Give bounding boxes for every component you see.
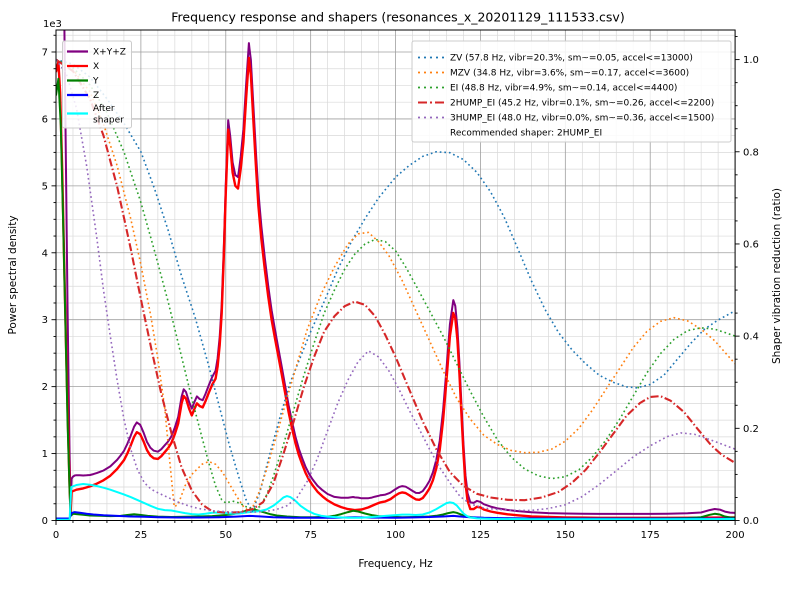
legend-item-label: 2HUMP_EI (45.2 Hz, vibr=0.1%, sm~=0.26, … xyxy=(450,99,714,109)
axis-ticks xyxy=(51,34,740,525)
y-axis-label-right: Shaper vibration reduction (ratio) xyxy=(771,188,783,364)
legend-item-label: Z xyxy=(93,91,99,101)
x-tick-label: 150 xyxy=(556,530,575,541)
x-tick-label: 0 xyxy=(53,530,59,541)
y-right-tick-label: 0.4 xyxy=(743,332,759,343)
legend-item-label: 3HUMP_EI (48.0 Hz, vibr=0.0%, sm~=0.36, … xyxy=(450,114,714,124)
legend-item-label: MZV (34.8 Hz, vibr=3.6%, sm~=0.17, accel… xyxy=(450,69,689,79)
y-left-tick-label: 5 xyxy=(42,181,48,192)
legend-shapers-box xyxy=(411,40,732,143)
recommended-shaper-note: Recommended shaper: 2HUMP_EI xyxy=(450,129,602,139)
x-tick-label: 100 xyxy=(386,530,405,541)
y-right-tick-label: 0.6 xyxy=(743,239,759,250)
y-left-tick-label: 4 xyxy=(42,248,48,259)
y-left-tick-label: 6 xyxy=(42,114,48,125)
legend-item-label: X+Y+Z xyxy=(93,48,126,58)
curve-x xyxy=(56,56,736,519)
legend-item-label: EI (48.8 Hz, vibr=4.9%, sm~=0.14, accel<… xyxy=(450,84,677,94)
x-tick-label: 175 xyxy=(641,530,660,541)
curve-after-shaper xyxy=(56,483,736,521)
curve-2hump-ei xyxy=(56,58,736,514)
x-tick-label: 50 xyxy=(219,530,232,541)
data-curves xyxy=(56,30,736,521)
y-left-tick-label: 3 xyxy=(42,315,48,326)
x-tick-label: 25 xyxy=(135,530,148,541)
y-axis-offset-label: 1e3 xyxy=(43,19,62,30)
legend-psd-box xyxy=(62,40,132,129)
x-axis-label: Frequency, Hz xyxy=(358,558,433,570)
legend-item-label: shaper xyxy=(93,116,124,126)
legend-item-label: ZV (57.8 Hz, vibr=20.3%, sm~=0.05, accel… xyxy=(450,54,693,64)
y-left-tick-label: 0 xyxy=(42,516,48,527)
legend-item-label: X xyxy=(93,62,99,72)
curve-mzv xyxy=(56,58,736,512)
y-right-tick-label: 0.2 xyxy=(743,424,759,435)
legend-item-label: Y xyxy=(92,77,99,87)
y-left-tick-label: 1 xyxy=(42,449,48,460)
legend-item-label: After xyxy=(93,104,115,114)
y-axis-label-left: Power spectral density xyxy=(7,215,19,334)
legend-psd: X+Y+Z XYZ After shaper xyxy=(62,40,132,129)
y-left-tick-label: 7 xyxy=(42,47,48,58)
x-tick-label: 200 xyxy=(726,530,745,541)
y-right-tick-label: 0.0 xyxy=(743,516,759,527)
page-title: Frequency response and shapers (resonanc… xyxy=(171,10,624,25)
curve-3hump-ei xyxy=(56,59,736,513)
y-right-tick-label: 1.0 xyxy=(743,55,759,66)
axis-tick-labels: 0 25 50 75 100 125 150 175 200 0 1 2 3 4 5 6 7 0.0 0.2 0.4 0… xyxy=(42,47,759,541)
y-left-tick-label: 2 xyxy=(42,382,48,393)
x-tick-label: 125 xyxy=(471,530,490,541)
legend-shapers: ZV (57.8 Hz, vibr=20.3%, sm~=0.05, accel… xyxy=(411,40,732,143)
y-right-tick-label: 0.8 xyxy=(743,147,759,158)
x-tick-label: 75 xyxy=(304,530,317,541)
